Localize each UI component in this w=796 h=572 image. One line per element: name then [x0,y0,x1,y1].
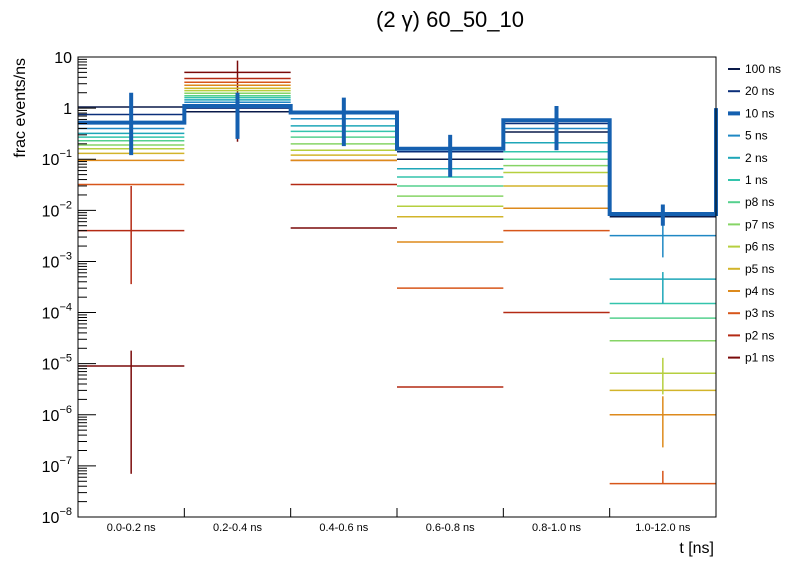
series-p2-ns [78,77,610,388]
y-tick-label-base: 10 [42,306,60,323]
x-category-label: 0.0-0.2 ns [107,522,156,534]
y-axis-label: frac events/ns [12,58,29,158]
series-p4-ns [78,84,716,448]
legend-item: p2 ns [728,328,774,342]
legend-item: p6 ns [728,240,774,254]
y-tick-label-exponent: −8 [59,506,72,518]
y-tick-label: 10−5 [42,353,72,374]
y-tick-label-exponent: −2 [59,199,72,211]
legend-label: p7 ns [745,217,774,231]
y-tick-label: 10−8 [42,506,72,527]
legend: 100 ns 20 ns 10 ns 5 ns 2 ns 1 ns p8 ns p7 ns p6… [728,62,781,365]
x-category-label: 0.8-1.0 ns [532,522,581,534]
legend-item: 10 ns [728,106,774,120]
x-category-label: 0.2-0.4 ns [213,522,262,534]
legend-item: p3 ns [728,306,774,320]
legend-label: 20 ns [745,84,774,98]
y-tick-label-base: 10 [42,203,60,220]
y-tick-label: 10−6 [42,404,72,425]
y-tick-label-exponent: −4 [59,302,72,314]
legend-item: 20 ns [728,84,774,98]
y-tick-label-exponent: −7 [59,455,72,467]
x-category-label: 0.6-0.8 ns [426,522,475,534]
x-category-label: 1.0-12.0 ns [635,522,691,534]
legend-label: p8 ns [745,195,774,209]
legend-label: p4 ns [745,284,774,298]
legend-label: 1 ns [745,173,768,187]
legend-label: 100 ns [745,62,781,76]
y-tick-label-base: 10 [42,357,60,374]
y-tick-label-base: 10 [42,254,60,271]
legend-label: p1 ns [745,351,774,365]
data-step-line [78,103,718,216]
series-p6-ns [78,89,716,395]
y-tick-label-exponent: −3 [59,250,72,262]
x-axis-label: t [ns] [679,540,714,557]
legend-item: 2 ns [728,151,768,165]
legend-item: p8 ns [728,195,774,209]
y-tick-label-base: 10 [42,510,60,527]
y-tick-label: 1 [63,101,72,118]
legend-item: p1 ns [728,351,774,365]
y-tick-label-base: 10 [42,152,60,169]
legend-item: p5 ns [728,262,774,276]
y-tick-label-exponent: −1 [59,148,72,160]
y-tick-label: 10−7 [42,455,72,476]
legend-label: 2 ns [745,151,768,165]
y-tick-label-exponent: −6 [59,404,72,416]
legend-label: p2 ns [745,328,774,342]
series-layer [78,60,718,485]
x-category-label: 0.4-0.6 ns [319,522,368,534]
legend-item: 1 ns [728,173,768,187]
legend-label: p3 ns [745,306,774,320]
y-tick-label-base: 10 [42,459,60,476]
y-tick-label: 10−2 [42,199,72,220]
legend-item: 5 ns [728,129,768,143]
y-tick-label: 10−1 [42,148,72,169]
y-tick-label: 10−3 [42,250,72,271]
y-tick-label-base: 10 [54,50,72,67]
legend-label: 10 ns [745,106,774,120]
legend-item: p7 ns [728,217,774,231]
chart-title: (2 γ) 60_50_10 [376,7,524,32]
y-tick-label-base: 1 [63,101,72,118]
legend-item: 100 ns [728,62,781,76]
legend-label: 5 ns [745,129,768,143]
y-tick-label: 10−4 [42,302,72,323]
legend-item: p4 ns [728,284,774,298]
axes-layer: 10110−110−210−310−410−510−610−710−80.0-0… [42,50,717,534]
y-tick-label: 10 [54,50,72,67]
y-tick-label-exponent: −5 [59,353,72,365]
legend-label: p6 ns [745,240,774,254]
legend-label: p5 ns [745,262,774,276]
y-tick-label-base: 10 [42,408,60,425]
series-10-ns [78,92,718,226]
